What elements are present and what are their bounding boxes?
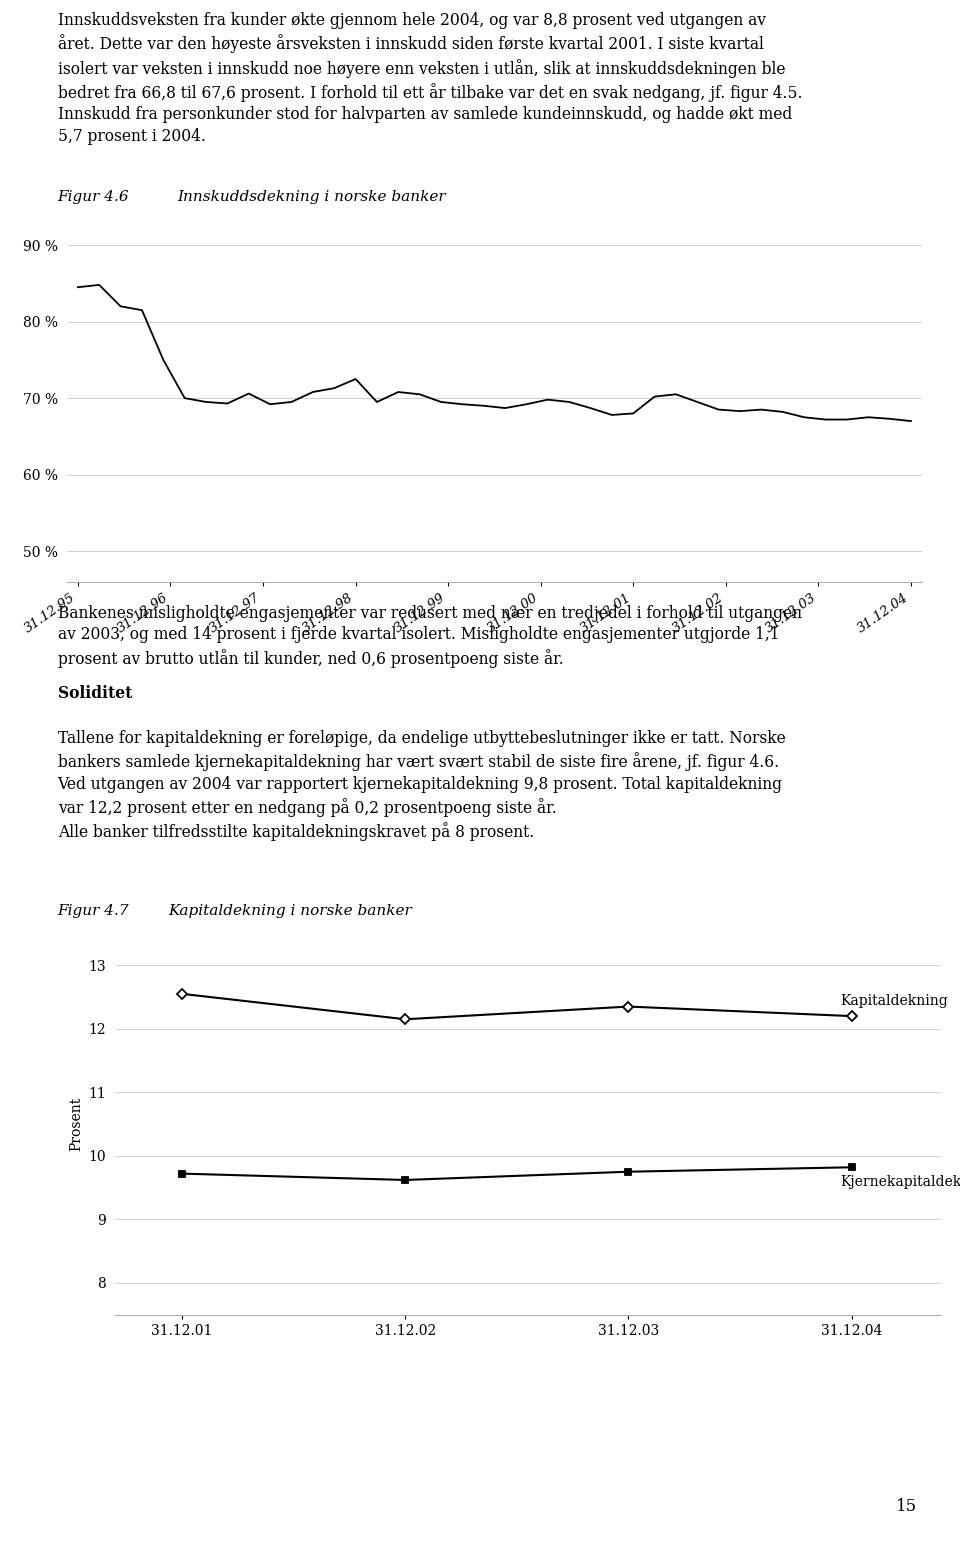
Text: Soliditet: Soliditet <box>58 685 132 702</box>
Y-axis label: Prosent: Prosent <box>69 1097 83 1151</box>
Text: Figur 4.6: Figur 4.6 <box>58 190 130 204</box>
Text: Kjernekapitaldekning: Kjernekapitaldekning <box>840 1174 960 1190</box>
Text: Figur 4.7: Figur 4.7 <box>58 904 130 918</box>
Text: Innskuddsveksten fra kunder økte gjennom hele 2004, og var 8,8 prosent ved utgan: Innskuddsveksten fra kunder økte gjennom… <box>58 12 803 145</box>
Text: Kapitaldekning i norske banker: Kapitaldekning i norske banker <box>168 904 412 918</box>
Text: 15: 15 <box>896 1498 917 1515</box>
Text: Innskuddsdekning i norske banker: Innskuddsdekning i norske banker <box>178 190 446 204</box>
Text: Kapitaldekning: Kapitaldekning <box>840 995 948 1009</box>
Text: Tallene for kapitaldekning er foreløpige, da endelige utbyttebeslutninger ikke e: Tallene for kapitaldekning er foreløpige… <box>58 730 785 841</box>
Text: Bankenes misligholdte engasjementer var redusert med nær en tredjedel i forhold : Bankenes misligholdte engasjementer var … <box>58 605 802 668</box>
